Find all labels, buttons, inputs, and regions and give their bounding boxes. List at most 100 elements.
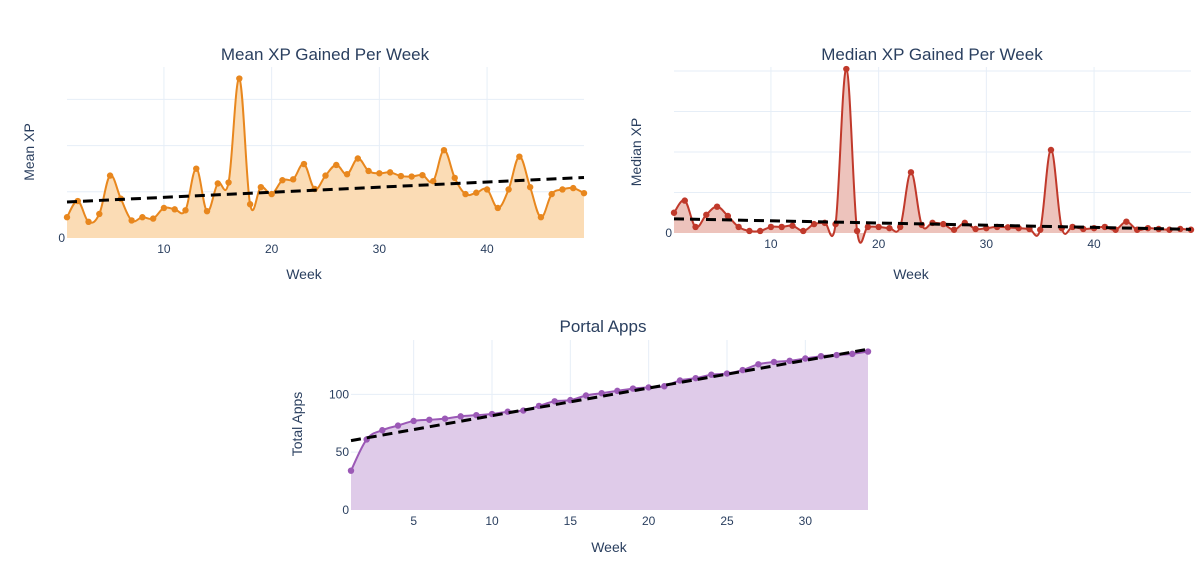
portal-apps-point-week-31[interactable] [817,352,825,360]
portal-apps-point-week-8[interactable] [457,413,464,420]
mean-xp-point-week-27[interactable] [343,171,351,178]
mean-xp-point-week-21[interactable] [279,177,286,184]
median-xp-point-week-9[interactable] [756,227,764,235]
portal-apps-point-week-26[interactable] [739,366,746,374]
mean-xp-point-week-42[interactable] [505,186,512,193]
portal-apps-point-week-29[interactable] [786,357,793,365]
mean-xp-point-week-22[interactable] [289,176,297,183]
mean-xp-point-week-23[interactable] [300,160,308,168]
median-xp-point-week-5[interactable] [713,203,721,210]
median-xp-point-week-10[interactable] [767,223,775,231]
mean-xp-point-week-43[interactable] [516,153,523,160]
median-xp-point-week-32[interactable] [1004,224,1012,231]
mean-xp-point-week-37[interactable] [451,174,458,182]
mean-xp-point-week-33[interactable] [408,173,415,180]
mean-xp-point-week-28[interactable] [354,155,362,162]
median-xp-point-week-29[interactable] [972,225,979,233]
mean-xp-point-week-31[interactable] [386,169,394,176]
mean-xp-point-week-19[interactable] [257,183,265,191]
median-xp-point-week-8[interactable] [746,227,753,235]
mean-xp-point-week-7[interactable] [128,217,135,224]
mean-xp-point-week-11[interactable] [171,206,178,213]
mean-xp-point-week-41[interactable] [494,204,502,212]
portal-apps-point-week-1[interactable] [347,467,355,474]
mean-xp-point-week-8[interactable] [139,214,146,221]
median-xp-point-week-23[interactable] [907,169,915,176]
mean-xp-point-week-44[interactable] [526,183,534,191]
median-xp-point-week-43[interactable] [1123,218,1130,225]
median-xp-point-week-18[interactable] [853,227,861,235]
mean-xp-point-week-34[interactable] [419,171,426,179]
median-xp-point-week-11[interactable] [778,223,785,231]
portal-apps-point-week-22[interactable] [676,377,684,384]
mean-xp-point-week-13[interactable] [193,165,200,172]
mean-xp-point-week-20[interactable] [268,190,275,198]
mean-xp-point-week-32[interactable] [397,172,405,180]
mean-xp-point-week-3[interactable] [85,218,92,226]
portal-apps-point-week-4[interactable] [394,422,402,429]
median-xp-point-week-17[interactable] [843,65,850,73]
median-xp-y-tick-label: 0 [665,226,672,240]
mean-xp-point-week-9[interactable] [149,215,157,222]
median-xp-point-week-19[interactable] [864,223,872,231]
mean-xp-point-week-38[interactable] [462,190,469,198]
portal-apps-point-week-27[interactable] [755,361,762,368]
mean-xp-point-week-48[interactable] [570,184,577,192]
mean-xp-point-week-45[interactable] [537,214,545,221]
median-xp-point-week-13[interactable] [800,227,807,235]
median-xp-point-week-36[interactable] [1047,146,1055,154]
mean-xp-x-axis-label: Week [286,266,323,282]
median-xp-point-week-27[interactable] [950,226,958,233]
mean-xp-point-week-16[interactable] [225,179,232,186]
median-xp-point-week-22[interactable] [896,223,904,231]
mean-xp-point-week-15[interactable] [214,180,221,187]
portal-apps-point-week-3[interactable] [379,427,386,434]
portal-apps-point-week-20[interactable] [645,384,652,391]
portal-apps-point-week-28[interactable] [770,358,778,366]
portal-apps-point-week-32[interactable] [833,351,840,359]
portal-apps-point-week-6[interactable] [426,416,433,423]
mean-xp-point-week-12[interactable] [182,207,189,214]
portal-apps-point-week-16[interactable] [582,392,590,399]
portal-apps-point-week-5[interactable] [410,417,417,425]
median-xp-point-week-12[interactable] [789,222,796,229]
median-xp-point-week-14[interactable] [810,220,818,228]
mean-xp-point-week-17[interactable] [236,75,243,82]
median-xp-point-week-4[interactable] [703,211,710,218]
median-xp-point-week-38[interactable] [1069,223,1076,231]
portal-apps-point-week-30[interactable] [802,355,809,362]
portal-apps-point-week-7[interactable] [441,415,449,422]
mean-xp-point-week-26[interactable] [333,161,340,169]
mean-xp-point-week-40[interactable] [483,186,491,193]
median-xp-point-week-20[interactable] [875,223,882,231]
mean-xp-point-week-25[interactable] [322,172,329,179]
median-xp-point-week-6[interactable] [724,212,732,220]
mean-xp-point-week-39[interactable] [473,189,480,196]
median-xp-point-week-35[interactable] [1037,226,1044,233]
portal-apps-point-week-23[interactable] [692,374,699,382]
mean-xp-point-week-35[interactable] [430,177,437,185]
mean-xp-point-week-36[interactable] [440,146,448,154]
median-xp-point-week-2[interactable] [681,197,688,204]
mean-xp-point-week-30[interactable] [376,170,383,177]
portal-apps-point-week-33[interactable] [849,350,856,358]
median-xp-point-week-7[interactable] [735,223,742,231]
mean-xp-point-week-14[interactable] [203,207,211,215]
mean-xp-point-week-18[interactable] [246,201,254,208]
mean-xp-point-week-47[interactable] [559,186,566,193]
mean-xp-point-week-5[interactable] [106,172,114,179]
median-xp-point-week-3[interactable] [692,223,699,231]
median-xp-point-week-1[interactable] [670,209,678,216]
mean-xp-point-week-4[interactable] [96,210,103,218]
portal-apps-point-week-21[interactable] [661,383,668,390]
mean-xp-point-week-46[interactable] [548,190,555,198]
mean-xp-point-week-1[interactable] [63,214,71,221]
portal-apps-point-week-24[interactable] [708,371,715,378]
mean-xp-point-week-10[interactable] [160,204,168,212]
portal-apps-point-week-25[interactable] [723,370,731,377]
mean-xp-point-week-29[interactable] [365,167,372,175]
median-xp-point-week-21[interactable] [886,224,893,232]
median-xp-point-week-26[interactable] [940,220,947,228]
mean-xp-point-week-49[interactable] [580,189,588,197]
portal-apps-point-week-34[interactable] [864,348,872,355]
